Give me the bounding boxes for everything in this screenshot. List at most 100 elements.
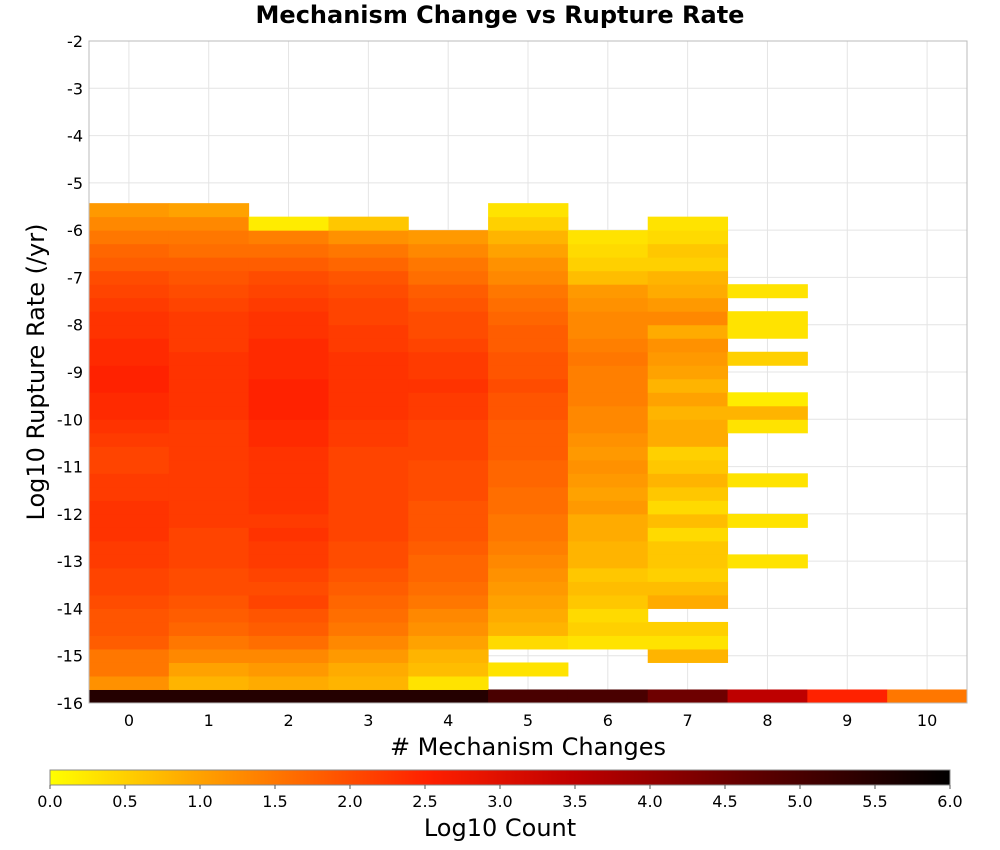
heatmap-cell [168,365,250,380]
heatmap-cell [248,419,329,434]
heatmap-cell [89,581,170,596]
heatmap-cell [89,257,170,272]
heatmap-cell [647,284,729,299]
heatmap-cell [248,567,329,582]
heatmap-cell [647,230,729,245]
x-tick-label: 10 [917,711,937,730]
heatmap-cell [567,621,649,636]
heatmap-cell [168,581,250,596]
heatmap-cell [567,284,649,299]
heatmap-cell [408,257,489,272]
colorbar-tick-label: 0.0 [37,792,62,811]
heatmap-cell [647,513,729,528]
heatmap-cell [647,540,729,555]
heatmap-cell [408,270,489,285]
y-tick-label: -3 [67,79,83,98]
colorbar-tick-label: 4.5 [712,792,737,811]
heatmap-cell [328,581,409,596]
heatmap-cell [408,554,489,569]
heatmap-cell [89,500,170,515]
plot-frame [88,40,968,704]
colorbar-tick-label: 3.0 [487,792,512,811]
heatmap-cell [488,635,569,650]
heatmap-cell [248,635,329,650]
heatmap-cell [89,567,170,582]
heatmap-cell [408,689,489,704]
heatmap-cell [647,459,729,474]
heatmap-cell [567,635,649,650]
heatmap-cell [248,513,329,528]
heatmap-cell [488,500,569,515]
heatmap-cell [727,311,808,326]
heatmap-cell [567,554,649,569]
heatmap-cell [168,594,250,609]
heatmap-cell [408,527,489,542]
heatmap-cell [168,513,250,528]
heatmap-cell [248,297,329,312]
heatmap-cell [168,392,250,407]
heatmap-cell [328,230,409,245]
colorbar-tick-label: 1.5 [262,792,287,811]
heatmap-cell [168,662,250,677]
heatmap-cell [647,554,729,569]
heatmap-cell [567,405,649,420]
heatmap-cell [408,311,489,326]
heatmap-cell [567,365,649,380]
heatmap-cell [567,378,649,393]
heatmap-cell [727,554,808,569]
heatmap-cell [248,243,329,258]
heatmap-cell [89,648,170,663]
heatmap-cell [488,554,569,569]
x-axis-ticks: 0 1 2 3 4 5 6 7 8 9 10 [124,711,937,730]
heatmap-cell [567,432,649,447]
colorbar-ticks: 0.0 0.5 1.0 1.5 2.0 2.5 3.0 3.5 4.0 4.5 5.0 5.5 6.0 [37,785,963,811]
heatmap-cell [328,473,409,488]
heatmap-cell [89,446,170,461]
heatmap-cell [488,257,569,272]
heatmap-cell [408,473,489,488]
heatmap-cell [488,216,569,231]
colorbar-tick-label: 5.0 [787,792,812,811]
heatmap-cell [647,270,729,285]
heatmap-cell [328,257,409,272]
heatmap-cell [168,608,250,623]
heatmap-cell [567,486,649,501]
heatmap-cell [248,554,329,569]
x-tick-label: 3 [363,711,373,730]
heatmap-cell [248,270,329,285]
heatmap-cells [89,203,968,704]
heatmap-cell [328,419,409,434]
heatmap-cell [89,432,170,447]
chart-title: Mechanism Change vs Rupture Rate [256,1,745,29]
heatmap-cell [328,513,409,528]
heatmap-cell [248,473,329,488]
heatmap-cell [647,473,729,488]
heatmap-cell [168,500,250,515]
x-tick-label: 1 [204,711,214,730]
heatmap-cell [647,351,729,366]
heatmap-cell [567,392,649,407]
heatmap-cell [567,230,649,245]
heatmap-cell [727,513,808,528]
heatmap-cell [647,635,729,650]
heatmap-cell [647,594,729,609]
colorbar-tick-label: 2.5 [412,792,437,811]
heatmap-cell [248,405,329,420]
heatmap-cell [567,527,649,542]
heatmap-cell [567,459,649,474]
heatmap-cell [89,689,170,704]
heatmap-cell [488,473,569,488]
heatmap-cell [328,270,409,285]
heatmap-cell [408,540,489,555]
y-tick-label: -10 [57,410,83,429]
heatmap-cell [248,581,329,596]
heatmap-cell [567,257,649,272]
heatmap-cell [567,567,649,582]
heatmap-cell [168,243,250,258]
heatmap-cell [408,621,489,636]
heatmap-cell [328,500,409,515]
x-axis-label: # Mechanism Changes [390,733,666,761]
heatmap-cell [328,297,409,312]
heatmap-cell [567,594,649,609]
heatmap-cell [647,311,729,326]
